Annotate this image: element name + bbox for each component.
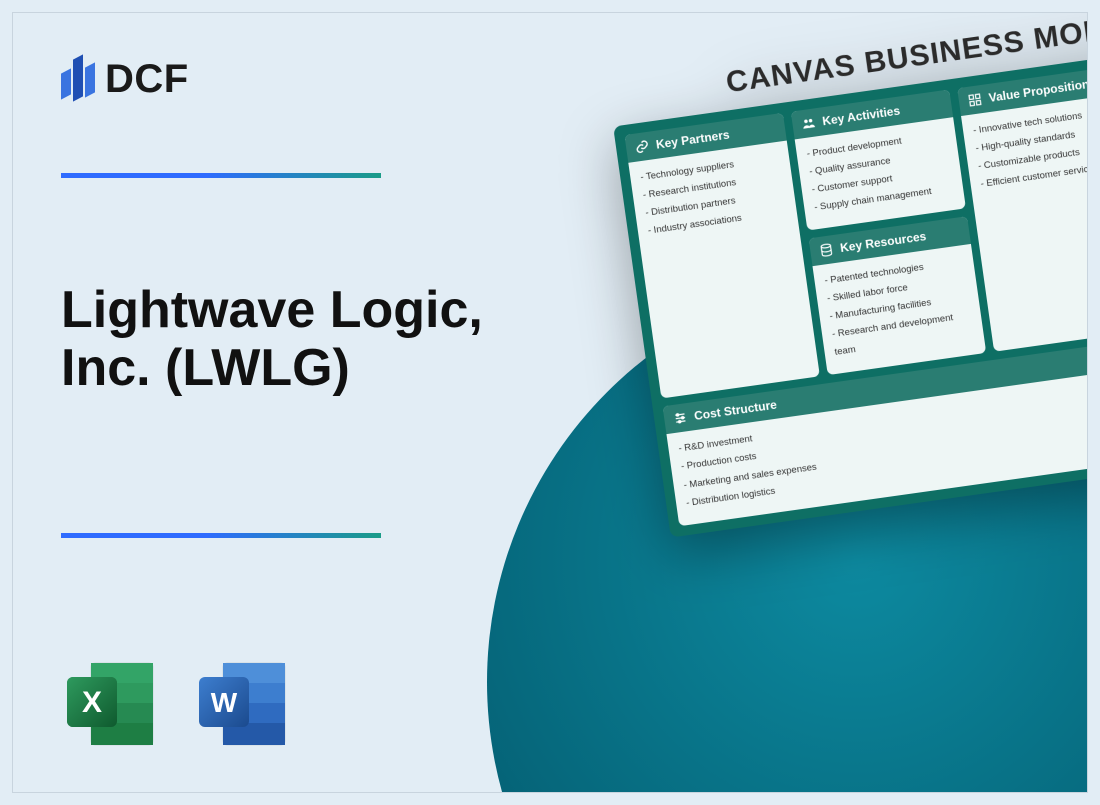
svg-text:X: X [82,686,102,719]
people-icon [800,114,818,132]
excel-icon: X [61,657,161,752]
word-icon: W [193,657,293,752]
logo-text: DCF [105,57,189,102]
divider-top [61,173,381,178]
card-key-partners: Key Partners Technology suppliers Resear… [624,113,820,399]
page-title: Lightwave Logic, Inc. (LWLG) [61,281,541,397]
card-title: Key Activities [821,104,900,129]
logo: DCF [61,51,189,107]
link-icon [633,138,651,156]
card-key-resources: Key Resources Patented technologies Skil… [809,216,987,375]
file-icons-row: X W [61,657,293,752]
divider-bottom [61,533,381,538]
grid-icon [966,91,984,109]
card-title: Key Partners [655,128,730,152]
sliders-icon [671,409,689,427]
card-key-activities: Key Activities Product development Quali… [791,89,966,230]
logo-mark-icon [61,51,95,107]
canvas-board: CANVAS BUSINESS MODEL Key Partners Techn… [607,12,1088,537]
svg-text:W: W [211,687,238,718]
database-icon [817,241,835,259]
